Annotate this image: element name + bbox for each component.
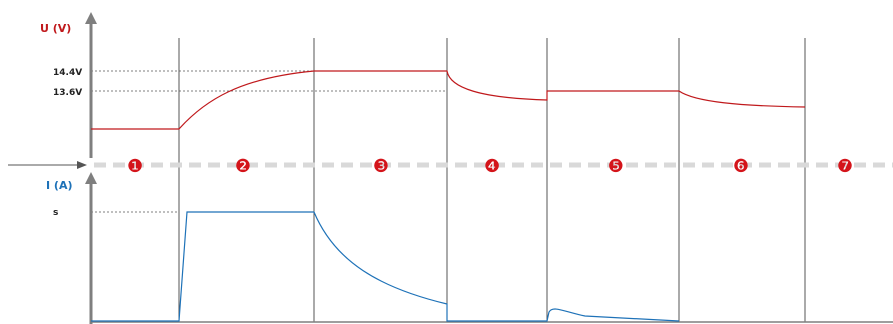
stage-marker-3: ❸	[373, 156, 389, 177]
level-label-13-6v: 13.6V	[53, 88, 82, 98]
stage-marker-2: ❷	[235, 156, 251, 177]
current-axis	[85, 172, 97, 324]
voltage-axis-label: U (V)	[40, 22, 71, 35]
voltage-axis	[85, 12, 97, 158]
stage-marker-4: ❹	[484, 156, 500, 177]
stage-marker-5: ❺	[608, 156, 624, 177]
voltage-axis-arrowhead	[85, 12, 97, 24]
current-curve	[91, 211, 680, 322]
stage-marker-7: ❼	[837, 156, 853, 177]
level-label-s: s	[53, 208, 58, 218]
stage-markers: ❶ ❷ ❸ ❹ ❺ ❻ ❼	[127, 156, 853, 177]
current-axis-label: I (A)	[46, 179, 73, 192]
stage-dividers	[178, 38, 806, 322]
incoming-arrow	[8, 161, 87, 169]
level-label-14-4v: 14.4V	[53, 68, 82, 78]
reference-lines	[91, 70, 447, 213]
stage-marker-6: ❻	[733, 156, 749, 177]
current-axis-arrowhead	[85, 172, 97, 184]
stage-marker-1: ❶	[127, 156, 143, 177]
voltage-curve	[91, 70, 806, 130]
